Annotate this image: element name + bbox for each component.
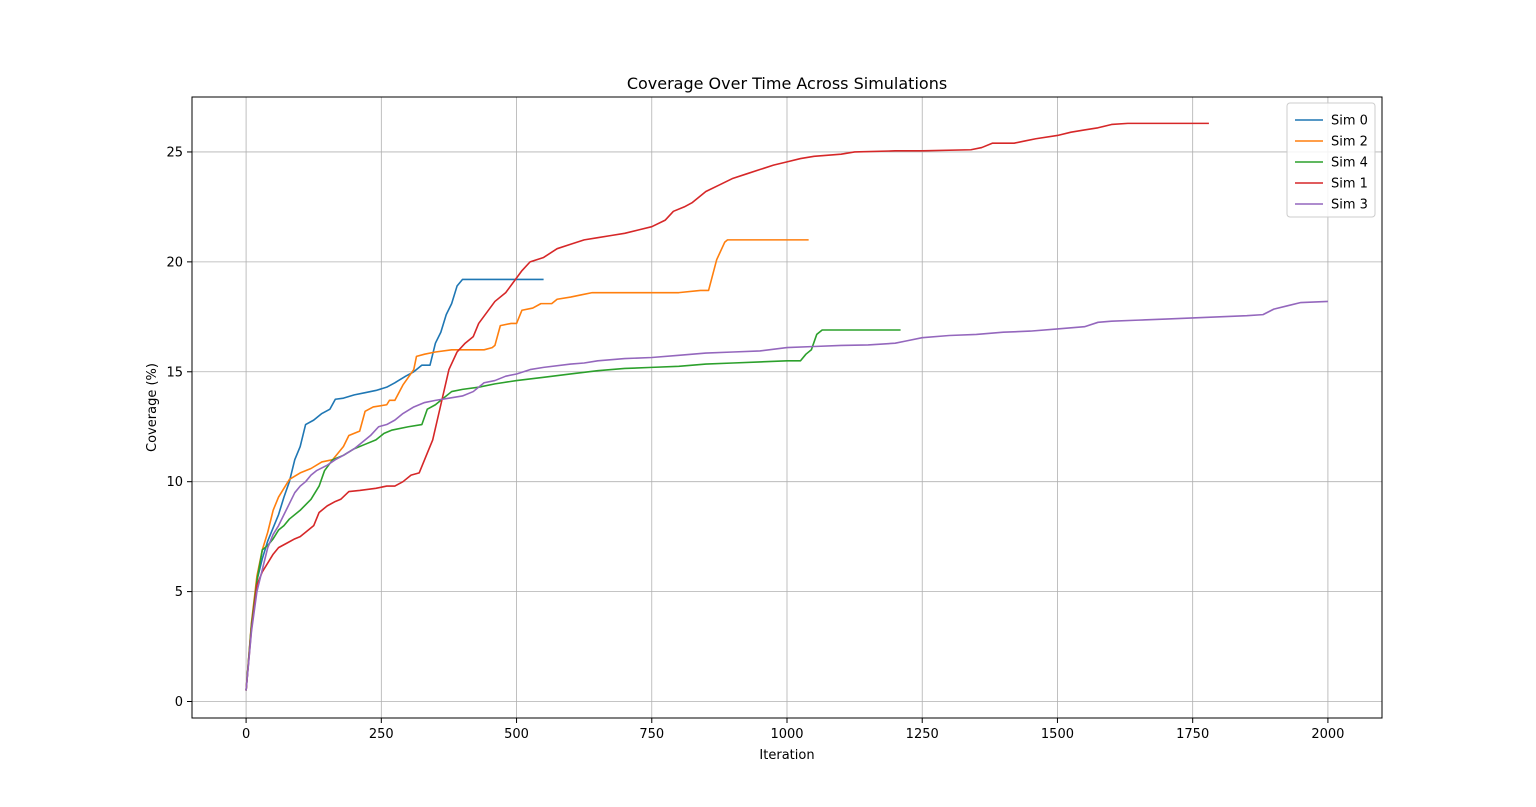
x-axis-label: Iteration bbox=[759, 748, 814, 763]
y-axis-label: Coverage (%) bbox=[145, 363, 160, 452]
legend-entry-label: Sim 1 bbox=[1331, 177, 1368, 192]
y-tick-label: 20 bbox=[166, 255, 183, 270]
y-tick-label: 0 bbox=[175, 695, 183, 710]
legend-entry-label: Sim 2 bbox=[1331, 135, 1368, 150]
x-tick-label: 0 bbox=[242, 727, 250, 742]
x-tick-label: 1750 bbox=[1176, 727, 1209, 742]
chart-title: Coverage Over Time Across Simulations bbox=[627, 74, 947, 93]
legend-entry-label: Sim 0 bbox=[1331, 114, 1368, 129]
y-tick-label: 15 bbox=[166, 365, 183, 380]
series-line-sim-1 bbox=[245, 122, 1209, 691]
x-tick-label: 750 bbox=[639, 727, 664, 742]
x-axis-ticks: 0 250 500 750 1000 1250 1500 1750 2000 bbox=[242, 718, 1344, 742]
y-tick-label: 10 bbox=[166, 475, 183, 490]
x-tick-label: 1500 bbox=[1041, 727, 1074, 742]
y-axis-ticks: 0 5 10 15 20 25 bbox=[166, 145, 192, 710]
legend: Sim 0 Sim 2 Sim 4 Sim 1 Sim 3 bbox=[1286, 102, 1376, 218]
x-tick-label: 1250 bbox=[906, 727, 939, 742]
x-tick-label: 500 bbox=[504, 727, 529, 742]
legend-box bbox=[1286, 102, 1376, 218]
series-line-sim-3 bbox=[245, 300, 1328, 691]
legend-entry-label: Sim 4 bbox=[1331, 156, 1368, 171]
series-lines bbox=[245, 122, 1328, 691]
series-line-sim-2 bbox=[245, 239, 809, 691]
x-tick-label: 250 bbox=[369, 727, 394, 742]
series-line-sim-4 bbox=[245, 329, 901, 691]
x-tick-label: 1000 bbox=[770, 727, 803, 742]
x-tick-label: 2000 bbox=[1311, 727, 1344, 742]
grid bbox=[192, 97, 1382, 718]
series-line-sim-0 bbox=[245, 278, 544, 691]
y-tick-label: 5 bbox=[175, 585, 183, 600]
legend-entry-label: Sim 3 bbox=[1331, 198, 1368, 213]
y-tick-label: 25 bbox=[166, 145, 183, 160]
